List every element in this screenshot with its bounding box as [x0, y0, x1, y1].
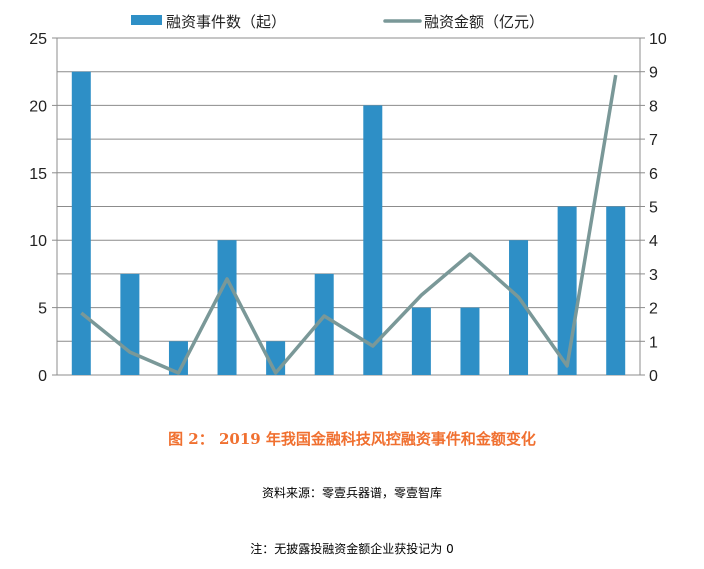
right-tick-label: 6 — [649, 166, 658, 183]
series-line — [80, 74, 618, 375]
bar — [120, 273, 140, 375]
left-tick-label: 15 — [29, 166, 47, 183]
bar — [557, 206, 577, 375]
bar — [460, 307, 480, 375]
right-tick-label: 8 — [649, 98, 658, 115]
bar — [411, 307, 431, 375]
left-tick-label: 25 — [29, 31, 47, 48]
right-tick-label: 0 — [649, 368, 658, 385]
right-tick-label: 4 — [649, 233, 658, 250]
left-tick-label: 5 — [38, 301, 47, 318]
chart: 0 5 10 15 20 25 0 1 2 3 4 5 6 7 8 9 10 融资事件数（起） 融资金额（亿元） — [29, 13, 667, 385]
right-tick-label: 7 — [649, 132, 658, 149]
legend-label-line: 融资金额（亿元） — [424, 13, 544, 31]
footnote: 注：无披露投融资金额企业获投记为 0 — [250, 542, 454, 556]
legend-label-bar: 融资事件数（起） — [166, 13, 286, 31]
right-tick-label: 5 — [649, 200, 658, 217]
left-tick-label: 0 — [38, 368, 47, 385]
bar — [606, 206, 626, 375]
figure-title: 图 2： 2019 年我国金融科技风控融资事件和金额变化 — [168, 430, 536, 448]
right-tick-label: 9 — [649, 65, 658, 82]
bar — [71, 71, 91, 375]
bar — [314, 273, 334, 375]
source-note: 资料来源：零壹兵器谱，零壹智库 — [261, 486, 442, 500]
right-tick-label: 2 — [649, 301, 658, 318]
right-tick-label: 10 — [649, 31, 667, 48]
bar — [217, 240, 237, 375]
right-tick-label: 3 — [649, 267, 658, 284]
left-tick-label: 20 — [29, 98, 47, 115]
right-tick-label: 1 — [649, 334, 658, 351]
bar — [363, 105, 383, 376]
bar — [509, 240, 529, 375]
left-tick-label: 10 — [29, 233, 47, 250]
legend-swatch-bar — [131, 15, 162, 25]
